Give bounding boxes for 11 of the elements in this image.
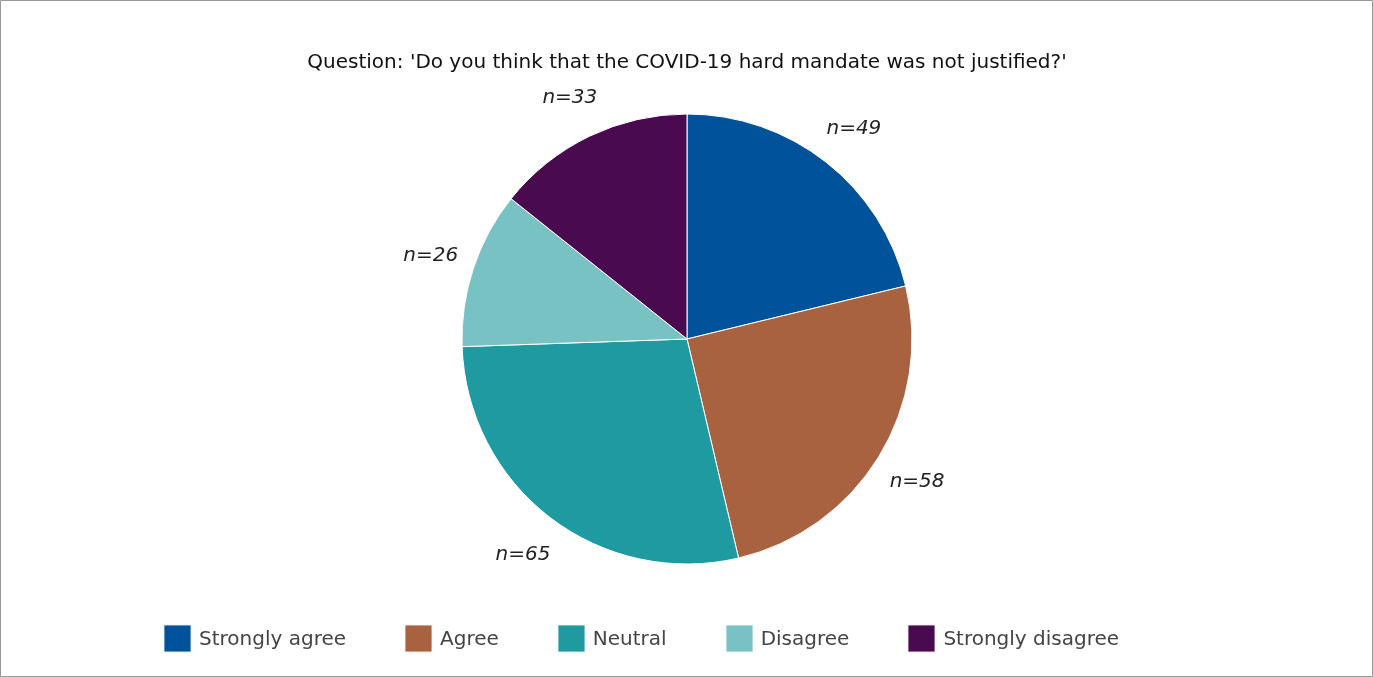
data-label: n=49 bbox=[826, 114, 882, 139]
legend-label: Strongly agree bbox=[199, 626, 347, 650]
legend-label: Agree bbox=[440, 626, 499, 650]
legend-label: Strongly disagree bbox=[943, 626, 1120, 650]
data-label: n=26 bbox=[403, 242, 459, 267]
chart-title: Question: 'Do you think that the COVID-19 hard mandate was not justified?' bbox=[307, 48, 1067, 73]
data-label: n=58 bbox=[889, 468, 945, 493]
data-label: n=65 bbox=[495, 541, 551, 566]
legend-label: Disagree bbox=[760, 626, 850, 650]
data-label: n=33 bbox=[542, 83, 598, 108]
legend-label: Neutral bbox=[592, 626, 667, 650]
